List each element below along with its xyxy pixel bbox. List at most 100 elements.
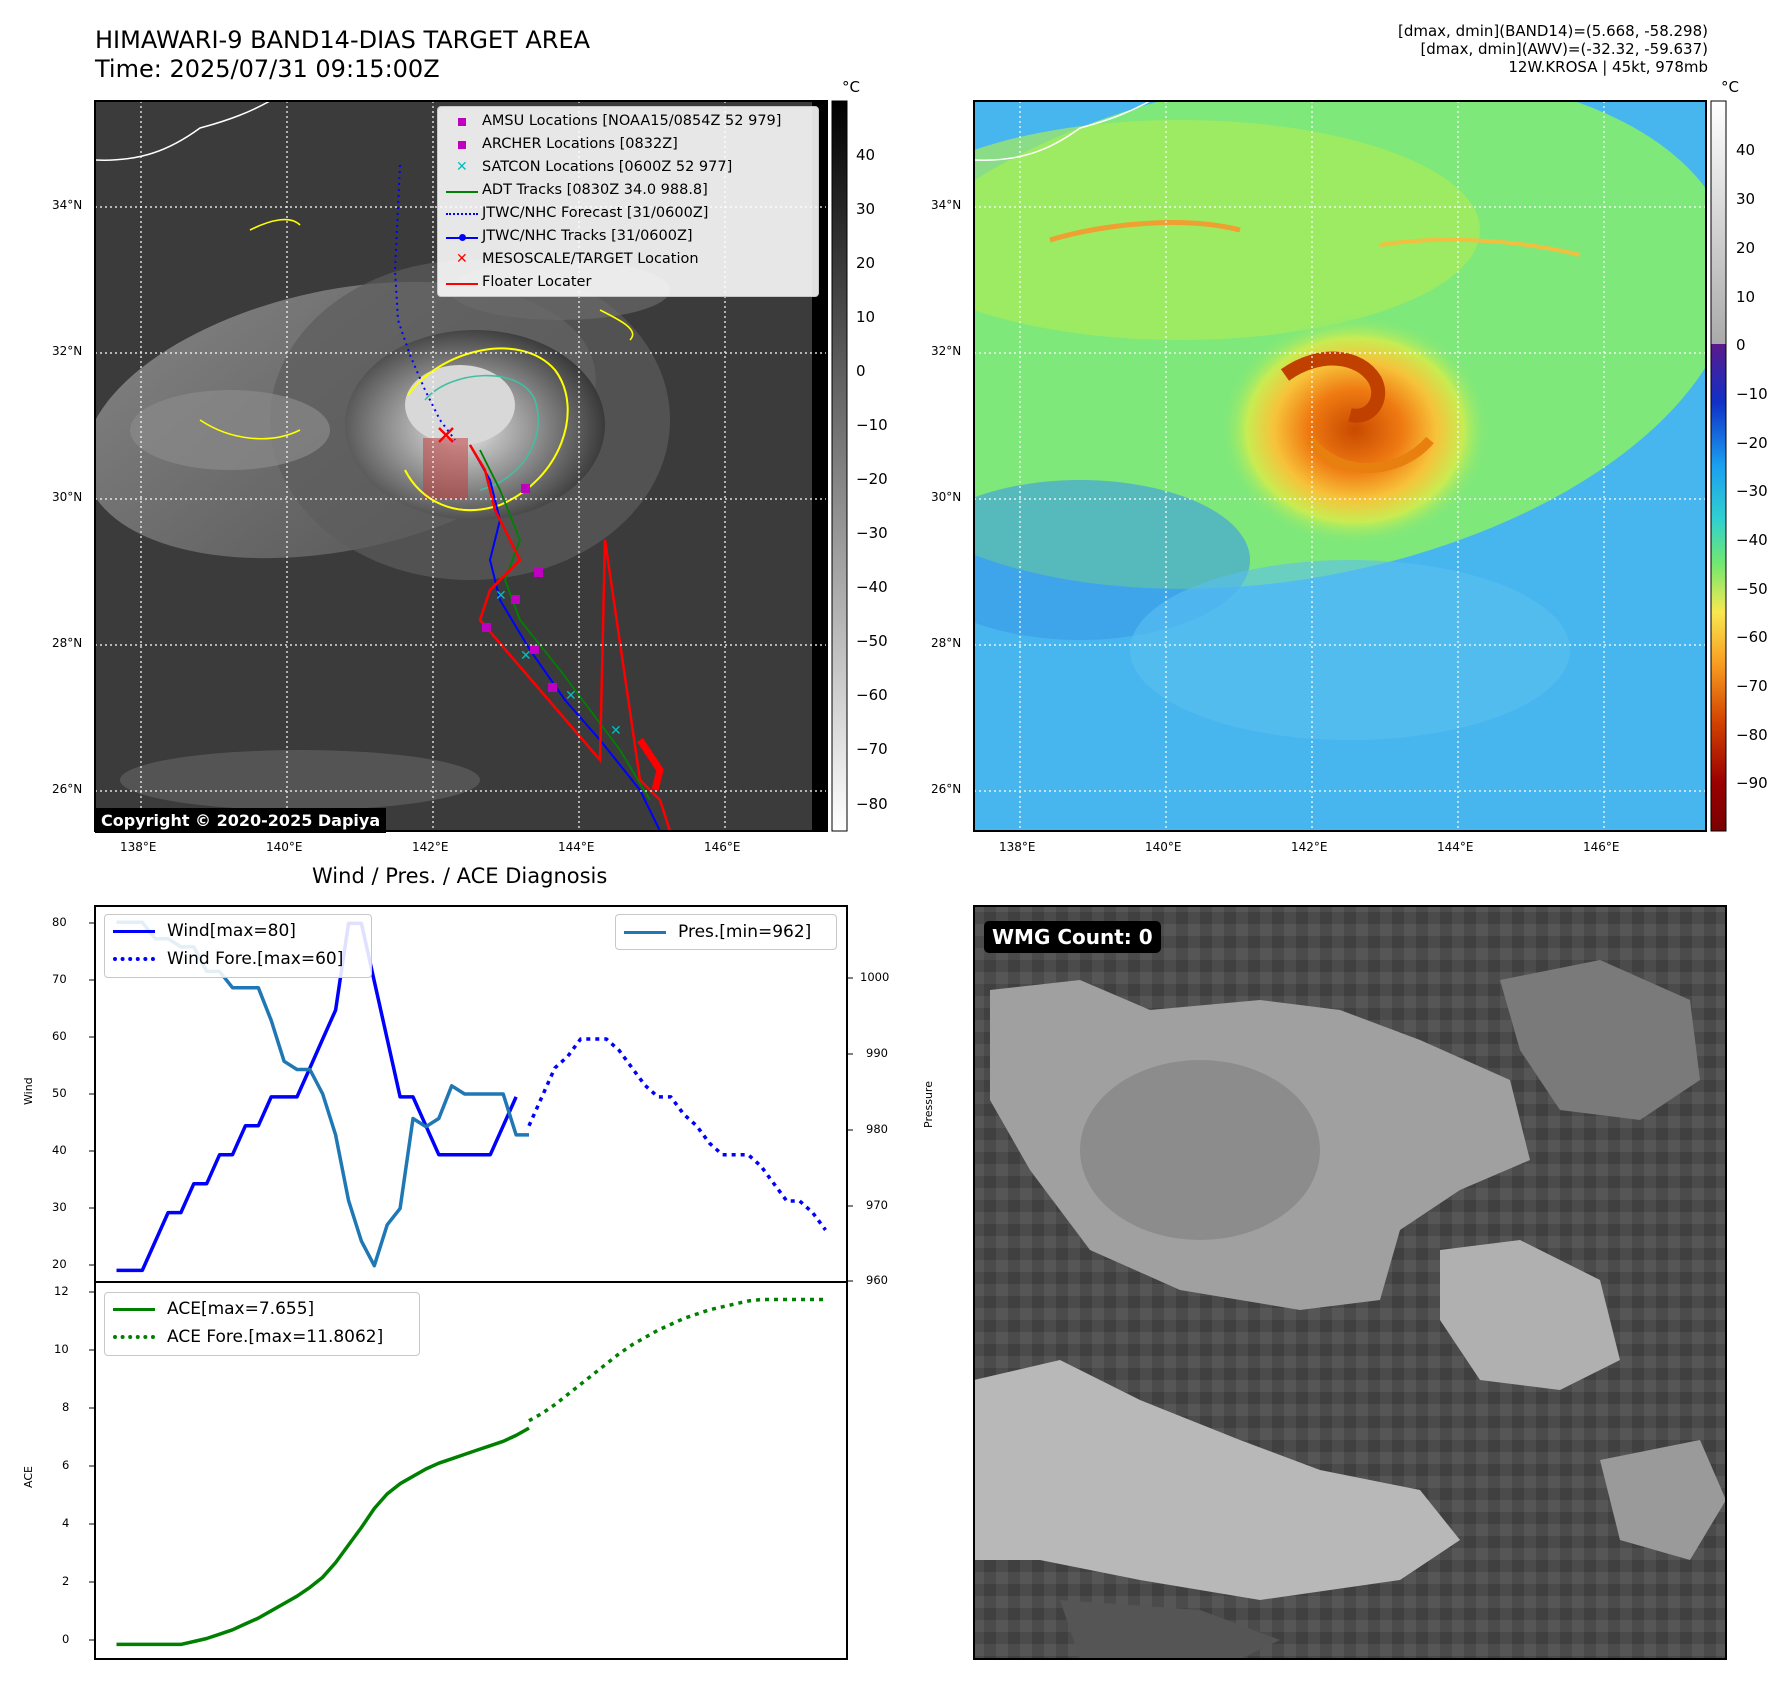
legend-wind: Wind[max=80] (113, 917, 363, 945)
awv-lon-138: 138°E (999, 840, 1036, 854)
legend-target: ✕ MESOSCALE/TARGET Location (444, 248, 812, 271)
ir-lon-138: 138°E (120, 840, 157, 854)
awv-cbar-tick-m60: −60 (1736, 628, 1768, 646)
info-awv-range: [dmax, dmin](AWV)=(-32.32, -59.637) (1420, 40, 1708, 58)
ir-cbar-tick-m50: −50 (856, 632, 888, 650)
ir-cbar-tick-m30: −30 (856, 524, 888, 542)
dotted-line-icon (113, 1335, 155, 1339)
ir-cbar-tick-m10: −10 (856, 416, 888, 434)
ace-tick-8: 8 (62, 1400, 70, 1414)
wind-axis-ticks (89, 922, 853, 1641)
pres-tick-1000: 1000 (860, 970, 890, 984)
ace-tick-4: 4 (62, 1516, 70, 1530)
legend-pressure: Pres.[min=962] (624, 917, 828, 947)
title-line2: Time: 2025/07/31 09:15:00Z (95, 55, 440, 83)
legend-amsu-label: AMSU Locations [NOAA15/0854Z 52 979] (482, 113, 782, 129)
dotted-line-icon (113, 957, 155, 961)
ir-lon-144: 144°E (558, 840, 595, 854)
awv-cbar-tick-40: 40 (1736, 141, 1756, 159)
awv-cbar-tick-m40: −40 (1736, 531, 1768, 549)
awv-lon-142: 142°E (1291, 840, 1328, 854)
wind-tick-30: 30 (52, 1200, 67, 1214)
ace-tick-12: 12 (54, 1284, 69, 1298)
awv-cbar-tick-10: 10 (1736, 288, 1756, 306)
ir-lon-142: 142°E (412, 840, 449, 854)
wind-tick-70: 70 (52, 972, 67, 986)
ir-cbar-tick-m80: −80 (856, 795, 888, 813)
wind-axis-label: Wind (22, 1077, 35, 1105)
awv-cbar-tick-m90: −90 (1736, 774, 1768, 792)
pressure-axis-label: Pressure (922, 1081, 935, 1128)
awv-cbar-tick-0: 0 (1736, 336, 1746, 354)
awv-cbar-tick-m30: −30 (1736, 482, 1768, 500)
svg-text:✕: ✕ (610, 723, 622, 739)
legend-ace-label: ACE[max=7.655] (167, 1299, 315, 1319)
legend-satcon-label: SATCON Locations [0600Z 52 977] (482, 159, 733, 175)
awv-lat-28: 28°N (931, 636, 962, 650)
legend-wind-forecast: Wind Fore.[max=60] (113, 945, 363, 973)
awv-colorbar (1710, 100, 1727, 832)
legend-adt: ADT Tracks [0830Z 34.0 988.8] (444, 179, 812, 202)
pres-tick-970: 970 (866, 1198, 888, 1212)
ir-cbar-tick-m70: −70 (856, 740, 888, 758)
ir-colorbar (831, 100, 848, 832)
awv-gridlines (974, 101, 1706, 831)
legend-jtwc-tracks: JTWC/NHC Tracks [31/0600Z] (444, 225, 812, 248)
line-icon (446, 190, 478, 193)
storm-info: [dmax, dmin](BAND14)=(5.668, -58.298) [d… (1398, 22, 1708, 76)
ir-lat-26: 26°N (52, 782, 83, 796)
ir-map-frame (94, 100, 828, 832)
pres-tick-990: 990 (866, 1046, 888, 1060)
ir-cbar-tick-30: 30 (856, 200, 876, 218)
series-line-2-0 (116, 1426, 530, 1647)
ace-tick-10: 10 (54, 1342, 69, 1356)
square-marker-icon (458, 140, 466, 149)
legend-target-label: MESOSCALE/TARGET Location (482, 251, 699, 267)
awv-cbar-tick-m10: −10 (1736, 385, 1768, 403)
legend-jtwc-forecast-label: JTWC/NHC Forecast [31/0600Z] (482, 205, 709, 221)
wmg-image (974, 906, 1726, 1659)
ir-lat-28: 28°N (52, 636, 83, 650)
diagnosis-title: Wind / Pres. / ACE Diagnosis (312, 864, 608, 888)
ir-cbar-tick-0: 0 (856, 362, 866, 380)
figure-title: HIMAWARI-9 BAND14-DIAS TARGET AREA Time:… (95, 26, 590, 84)
legend-jtwc-forecast: JTWC/NHC Forecast [31/0600Z] (444, 202, 812, 225)
pressure-legend: Pres.[min=962] (615, 914, 837, 950)
wind-tick-50: 50 (52, 1086, 67, 1100)
awv-colorbar-unit: °C (1721, 78, 1739, 96)
awv-lon-144: 144°E (1437, 840, 1474, 854)
legend-floater: Floater Locater (444, 271, 812, 294)
info-storm-status: 12W.KROSA | 45kt, 978mb (1508, 58, 1708, 76)
line-icon (113, 929, 155, 933)
wind-tick-60: 60 (52, 1029, 67, 1043)
awv-cbar-tick-m70: −70 (1736, 677, 1768, 695)
wind-tick-80: 80 (52, 915, 67, 929)
awv-lon-146: 146°E (1583, 840, 1620, 854)
wmg-frame (973, 905, 1727, 1660)
legend-pressure-label: Pres.[min=962] (678, 922, 812, 942)
awv-cbar-tick-20: 20 (1736, 239, 1756, 257)
awv-cbar-tick-m50: −50 (1736, 580, 1768, 598)
awv-lat-34: 34°N (931, 198, 962, 212)
legend-ace-forecast-label: ACE Fore.[max=11.8062] (167, 1327, 384, 1347)
pres-tick-960: 960 (866, 1273, 888, 1287)
dot-marker-icon (459, 233, 466, 241)
ace-legend: ACE[max=7.655] ACE Fore.[max=11.8062] (104, 1292, 420, 1356)
legend-floater-label: Floater Locater (482, 274, 592, 290)
square-marker-icon (458, 117, 466, 126)
x-marker-icon: ✕ (456, 250, 468, 267)
awv-lat-26: 26°N (931, 782, 962, 796)
legend-archer: ARCHER Locations [0832Z] (444, 133, 812, 156)
legend-ace: ACE[max=7.655] (113, 1295, 411, 1323)
dotted-line-icon (446, 212, 478, 215)
ir-cbar-tick-m20: −20 (856, 470, 888, 488)
x-marker-icon: ✕ (456, 158, 468, 175)
ace-tick-6: 6 (62, 1458, 70, 1472)
legend-jtwc-tracks-label: JTWC/NHC Tracks [31/0600Z] (482, 228, 693, 244)
awv-map (974, 101, 1706, 831)
legend-wind-forecast-label: Wind Fore.[max=60] (167, 949, 344, 969)
wind-tick-20: 20 (52, 1257, 67, 1271)
awv-lat-32: 32°N (931, 344, 962, 358)
ir-cbar-tick-40: 40 (856, 146, 876, 164)
